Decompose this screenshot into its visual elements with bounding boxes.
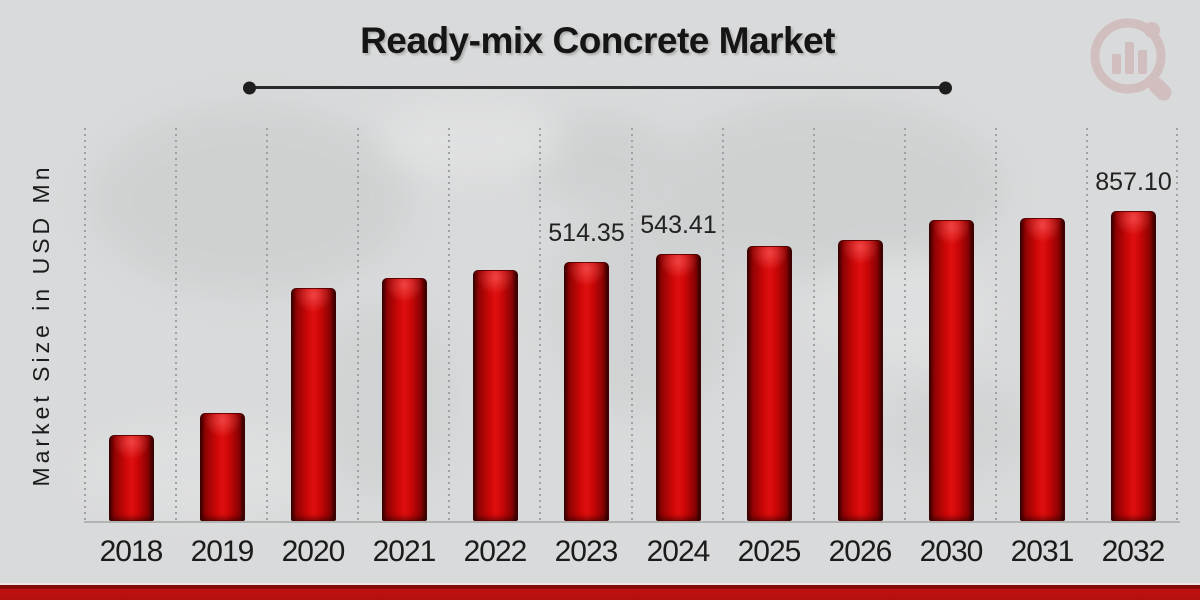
- x-axis-line: [84, 521, 1180, 523]
- title-block: Ready-mix Concrete Market: [243, 20, 952, 94]
- gridline-6: [631, 128, 633, 521]
- bar-2019: [200, 413, 245, 521]
- bar-2024: 543.41: [640, 211, 717, 521]
- xtick-2023: 2023: [554, 535, 619, 568]
- gridline-9: [904, 128, 906, 521]
- bar-2020: [291, 288, 336, 521]
- underline-right-dot: [939, 81, 952, 94]
- xtick-2022: 2022: [463, 535, 528, 568]
- bar-2023: 514.35: [548, 219, 625, 521]
- bar-label-2032: 857.10: [1095, 168, 1172, 196]
- xtick-2020: 2020: [281, 535, 346, 568]
- gridline-3: [357, 128, 359, 521]
- magnifier-bar-chart-logo-icon: [1090, 18, 1172, 101]
- bar-2032: 857.10: [1095, 168, 1172, 521]
- xtick-2019: 2019: [190, 535, 255, 568]
- bar-label-2024: 543.41: [640, 211, 717, 239]
- xtick-2032: 2032: [1101, 535, 1166, 568]
- xtick-2018: 2018: [99, 535, 164, 568]
- bar-2030: [929, 220, 974, 521]
- plot-area: 514.35 543.41 857.10: [84, 128, 1180, 523]
- bar-2022: [473, 270, 518, 521]
- gridline-12: [1176, 128, 1178, 521]
- xtick-2021: 2021: [372, 535, 437, 568]
- bar-label-2023: 514.35: [548, 219, 625, 247]
- title-underline: [243, 81, 952, 94]
- gridline-7: [722, 128, 724, 521]
- gridline-1: [175, 128, 177, 521]
- underline-left-dot: [243, 81, 256, 94]
- bar-2018: [109, 435, 154, 521]
- xtick-2025: 2025: [737, 535, 802, 568]
- gridline-8: [813, 128, 815, 521]
- xtick-2026: 2026: [828, 535, 893, 568]
- gridline-0: [84, 128, 86, 521]
- y-axis-label: Market Size in USD Mn: [28, 163, 54, 487]
- xtick-2024: 2024: [646, 535, 711, 568]
- bar-2025: [747, 246, 792, 521]
- xtick-2030: 2030: [919, 535, 984, 568]
- chart-title: Ready-mix Concrete Market: [360, 20, 835, 61]
- gridline-10: [995, 128, 997, 521]
- footer-stripe: [0, 583, 1200, 600]
- gridline-2: [266, 128, 268, 521]
- gridline-5: [539, 128, 541, 521]
- xtick-2031: 2031: [1010, 535, 1075, 568]
- bar-2031: [1020, 218, 1065, 521]
- bar-2026: [838, 240, 883, 521]
- bar-2021: [382, 278, 427, 521]
- gridline-4: [448, 128, 450, 521]
- gridline-11: [1086, 128, 1088, 521]
